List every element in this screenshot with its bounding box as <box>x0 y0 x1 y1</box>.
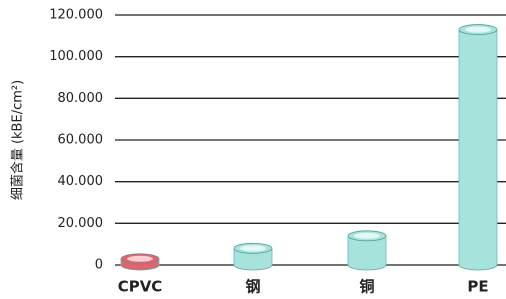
y-tick-label: 120.000 <box>49 8 103 23</box>
y-tick-label: 80.000 <box>58 91 104 106</box>
pipe-hole <box>127 256 153 262</box>
chart: 细菌含量 (kBE/cm²) 0 20.000 40.000 60.000 80.000… <box>0 0 506 299</box>
pipe-hole <box>465 27 491 33</box>
y-axis-label: 细菌含量 (kBE/cm²) <box>10 80 26 200</box>
y-tick-label: 40.000 <box>58 174 104 189</box>
y-tick-label: 100.000 <box>49 49 103 64</box>
y-tick-label: 0 <box>95 258 103 273</box>
x-tick-label: PE <box>467 278 488 296</box>
x-tick-label: 铜 <box>359 278 374 296</box>
x-tick-label: CPVC <box>118 278 163 296</box>
x-tick-label: 钢 <box>245 278 260 296</box>
bar <box>459 30 497 265</box>
y-tick-label: 60.000 <box>58 133 104 148</box>
y-tick-label: 20.000 <box>58 216 104 231</box>
pipe-hole <box>240 245 266 251</box>
pipe-hole <box>354 233 380 239</box>
